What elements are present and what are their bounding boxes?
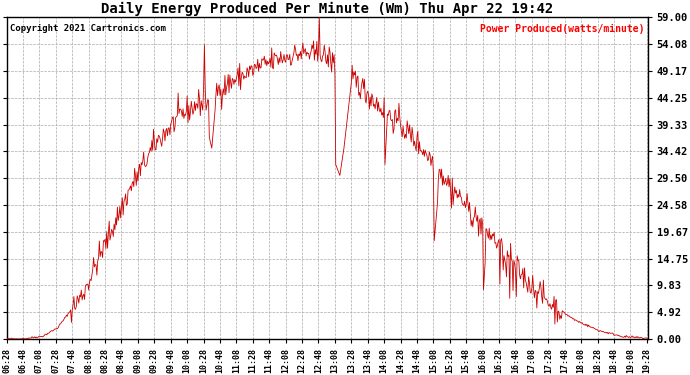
Text: Power Produced(watts/minute): Power Produced(watts/minute) (480, 24, 644, 34)
Title: Daily Energy Produced Per Minute (Wm) Thu Apr 22 19:42: Daily Energy Produced Per Minute (Wm) Th… (101, 2, 553, 16)
Text: Copyright 2021 Cartronics.com: Copyright 2021 Cartronics.com (10, 24, 166, 33)
